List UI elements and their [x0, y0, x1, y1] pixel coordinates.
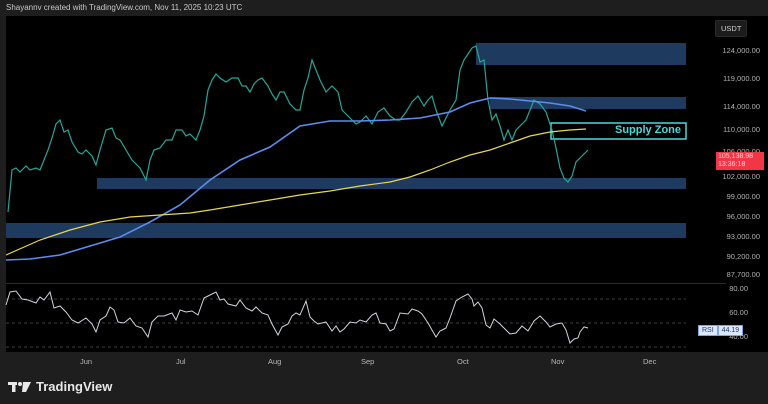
time-label: Aug	[268, 357, 282, 366]
current-price-tag: 105,138.98 13:36:18	[716, 152, 764, 170]
rsi-value-tag: RSI 44.19	[698, 325, 744, 336]
time-label: Jul	[176, 357, 186, 366]
time-label: Oct	[457, 357, 469, 366]
price-tick: 87,700.00	[726, 270, 760, 279]
price-tick: 110,000.00	[723, 125, 760, 134]
rsi-line	[5, 290, 589, 344]
resistance-zone-top	[476, 43, 686, 65]
ma-yellow-line	[5, 128, 587, 256]
currency-badge[interactable]: USDT	[715, 20, 748, 37]
candles	[7, 45, 589, 213]
rsi-tick: 40.00	[729, 332, 748, 341]
resistance-zone-mid	[490, 97, 686, 109]
price-tick: 96,000.00	[726, 212, 760, 221]
pane-divider[interactable]	[6, 283, 726, 284]
support-zone-upper	[97, 178, 686, 189]
ma-blue-line	[5, 97, 587, 261]
price-tick: 106,000.00	[722, 147, 760, 156]
attribution-header: Shayannv created with TradingView.com, N…	[6, 3, 243, 12]
tradingview-logo-icon	[8, 381, 31, 392]
bar-countdown: 13:36:18	[718, 161, 746, 168]
price-tick: 102,000.00	[722, 172, 760, 181]
price-tick: 119,000.00	[723, 74, 760, 83]
zones	[6, 43, 687, 238]
rsi-tick: 60.00	[729, 308, 748, 317]
time-label: Nov	[551, 357, 565, 366]
price-axis[interactable]: 124,000.00 119,000.00 114,000.00 110,000…	[690, 16, 760, 352]
rsi-value: 44.19	[717, 325, 744, 336]
time-label: Jun	[80, 357, 93, 366]
price-tick: 99,000.00	[726, 192, 760, 201]
price-tick: 90,200.00	[726, 252, 760, 261]
supply-zone-label: Supply Zone	[615, 124, 681, 136]
current-price: 105,138.98	[718, 153, 754, 160]
tradingview-logo[interactable]: TradingView	[8, 379, 112, 394]
price-tick: 124,000.00	[722, 46, 760, 55]
time-label: Sep	[361, 357, 375, 366]
supply-zone	[550, 122, 687, 140]
price-tick: 114,000.00	[723, 102, 760, 111]
rsi-tick: 80.00	[729, 284, 748, 293]
rsi-label: RSI	[698, 325, 718, 336]
time-label: Dec	[643, 357, 657, 366]
support-zone-lower	[6, 223, 686, 238]
price-tick: 93,000.00	[726, 232, 760, 241]
price-axis-strip[interactable]	[726, 16, 768, 352]
logo-text: TradingView	[36, 379, 113, 394]
time-axis[interactable]: Jun Jul Aug Sep Oct Nov Dec	[6, 355, 726, 367]
rsi-levels	[6, 298, 686, 348]
